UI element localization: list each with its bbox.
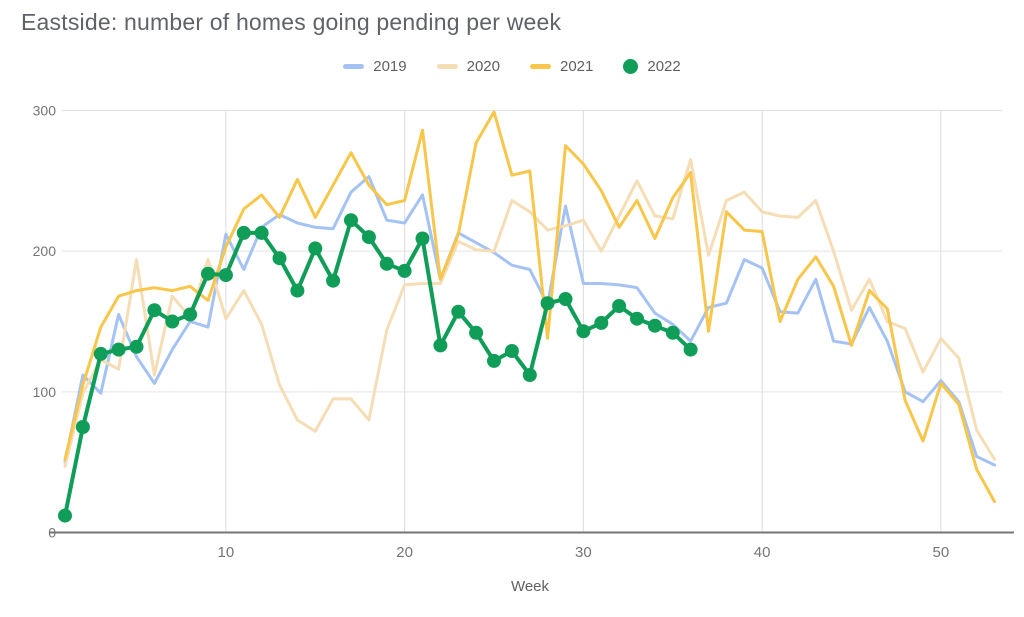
series-2022-point [683,342,698,357]
y-tick-200: 200 [33,243,57,259]
series-2020-line [63,158,996,468]
legend-item-2021[interactable]: 2021 [530,58,593,75]
y-tick-0: 0 [48,525,56,541]
y-tick-300: 300 [33,102,57,118]
series-2022-point [308,241,323,256]
series-2022-point [254,225,269,240]
legend-swatch-2019-line-icon [343,64,365,69]
series-2022-point [93,346,108,361]
x-tick-30: 30 [575,544,592,561]
series-2022-point [469,325,484,340]
legend-label-2020: 2020 [466,58,500,75]
series-2022-point [504,344,519,358]
series-2022-point [558,292,573,306]
x-tick-10: 10 [218,544,235,561]
series-2022-point [201,266,215,281]
legend-item-2019[interactable]: 2019 [343,58,407,75]
series-2022-point [379,256,394,271]
series-2021-line [63,110,996,504]
series-2022-point [576,324,591,339]
page-title: Eastside: number of homes going pending … [21,9,562,35]
series-2022-point [236,225,251,240]
legend-swatch-2022-dot-icon [623,59,639,74]
series-2019-line [63,175,996,467]
chart-legend: 2019 2020 2021 2022 [0,58,1024,75]
legend-swatch-2020-line-icon [436,64,458,69]
legend-item-2020[interactable]: 2020 [436,58,500,75]
x-tick-20: 20 [396,544,413,561]
series-2022-point [540,296,555,311]
legend-label-2021: 2021 [560,58,594,75]
series-2022-point [75,420,90,434]
series-2022-point [630,311,644,326]
series-2022-point [218,268,233,283]
series-2022-point [397,263,412,278]
series-2019 [63,175,996,467]
x-axis-title: Week [510,578,550,595]
series-2022-point [129,339,144,354]
series-2022-point [647,318,662,333]
series-2022-point [344,213,358,228]
series-2022-point [58,508,72,523]
series-2022-point [111,342,126,357]
series-2022 [58,213,698,523]
x-tick-50: 50 [933,544,950,561]
series-2022-point [487,353,501,368]
series-2021 [63,110,996,504]
series-2022-point [326,273,341,288]
series-2022-point [415,231,430,246]
series-2022-point [272,251,287,266]
legend-item-2022[interactable]: 2022 [623,58,681,75]
series-2022-point [361,230,376,245]
x-tick-40: 40 [754,544,771,561]
series-2022-point [451,304,466,319]
series-2022-point [612,299,627,313]
series-2022-point [290,283,305,298]
y-tick-100: 100 [33,384,57,400]
series-2022-point [522,368,537,382]
series-2022-point [665,325,680,340]
series-2020 [63,158,996,468]
series-2022-point [165,314,180,329]
legend-label-2019: 2019 [373,58,407,75]
legend-swatch-2021-line-icon [530,64,551,69]
series-2022-point [147,303,162,318]
series-2022-point [594,315,609,330]
series-2022-point [183,307,198,322]
legend-label-2022: 2022 [647,58,681,75]
series-2022-point [433,338,448,353]
